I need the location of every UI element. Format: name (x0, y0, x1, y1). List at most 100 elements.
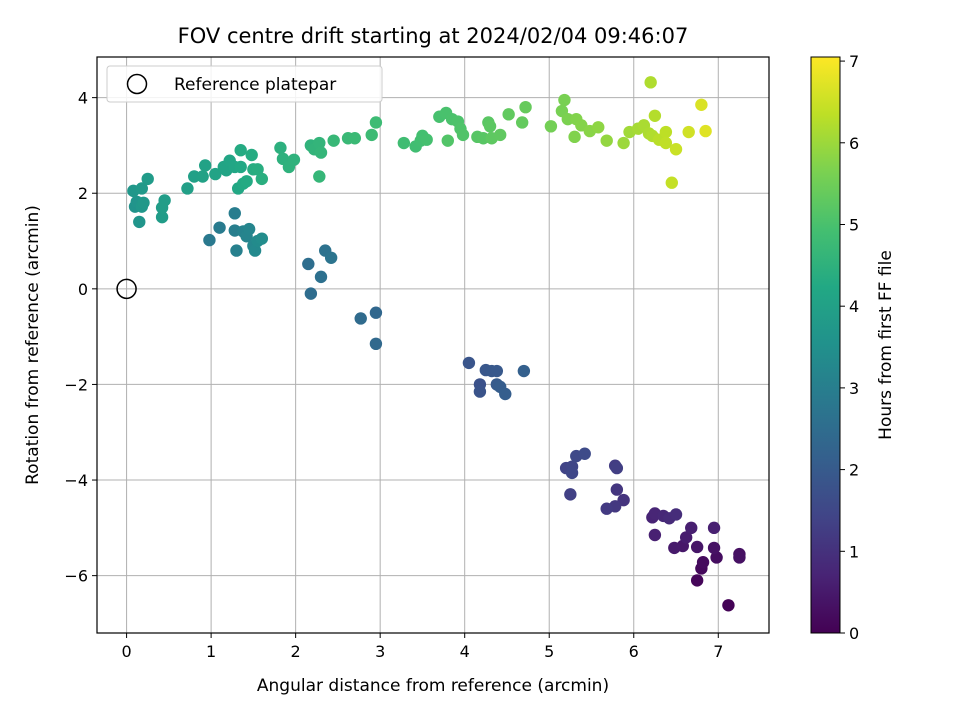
data-point (155, 210, 169, 224)
data-point (245, 148, 258, 162)
y-axis-label: Rotation from reference (arcmin) (23, 205, 43, 485)
data-point (441, 134, 454, 147)
colorbar-ticks: 0 1 2 3 4 5 6 7 (840, 52, 859, 643)
data-point (690, 540, 704, 554)
data-point (695, 98, 708, 112)
y-tick-label: −6 (64, 567, 88, 586)
data-point (610, 461, 624, 475)
y-tick-label: 0 (78, 280, 88, 299)
colorbar-tick-label: 1 (849, 542, 859, 561)
data-point (203, 233, 216, 247)
data-point (274, 141, 287, 155)
data-point (558, 93, 571, 107)
data-point (348, 132, 362, 145)
data-point (369, 306, 383, 319)
data-point (685, 521, 698, 535)
data-points (127, 76, 746, 612)
data-point (519, 100, 532, 114)
data-point (230, 244, 243, 257)
data-point (228, 207, 241, 220)
data-point (255, 172, 269, 186)
x-tick-label: 4 (460, 642, 470, 661)
y-tick-label: 4 (78, 89, 88, 108)
data-point (251, 163, 264, 176)
data-point (659, 125, 673, 139)
data-point (313, 170, 326, 183)
data-point (682, 125, 695, 139)
data-point (313, 136, 326, 150)
data-point (141, 172, 154, 186)
grid-lines (97, 57, 769, 633)
x-tick-label: 6 (629, 642, 639, 661)
chart-title: FOV centre drift starting at 2024/02/04 … (178, 24, 689, 48)
data-point (354, 312, 367, 325)
data-point (287, 153, 301, 166)
colorbar-tick-label: 2 (849, 461, 859, 480)
legend-label-reference: Reference platepar (174, 75, 336, 95)
data-point (240, 175, 253, 188)
data-point (515, 116, 529, 129)
data-point (369, 337, 383, 351)
data-point (255, 232, 269, 245)
x-axis-ticks: 0 1 2 3 4 5 6 7 (121, 633, 723, 661)
y-tick-label: −2 (64, 375, 88, 394)
data-point (209, 167, 222, 181)
y-axis-ticks: −6 −4 −2 0 2 4 (64, 89, 97, 586)
data-point (733, 551, 746, 564)
data-point (564, 488, 577, 501)
data-point (494, 128, 507, 142)
data-point (568, 130, 581, 144)
colorbar (810, 56, 841, 634)
data-point (690, 574, 704, 587)
y-tick-label: −4 (64, 471, 88, 490)
x-tick-label: 0 (121, 642, 131, 661)
data-point (600, 134, 613, 147)
data-point (679, 531, 693, 544)
data-point (722, 599, 735, 612)
data-point (499, 387, 512, 401)
data-point (181, 182, 194, 195)
data-point (242, 222, 256, 236)
data-point (648, 109, 662, 122)
data-point (517, 364, 531, 378)
data-point (369, 116, 383, 129)
data-point (196, 170, 209, 183)
colorbar-tick-label: 6 (849, 134, 859, 153)
data-point (420, 133, 433, 146)
data-point (699, 124, 712, 138)
data-point (473, 385, 487, 398)
data-point (617, 136, 630, 150)
data-point (659, 136, 673, 150)
data-point (302, 257, 315, 271)
data-point (696, 556, 710, 569)
data-point (456, 128, 470, 142)
data-point (707, 521, 721, 535)
data-point (710, 551, 723, 564)
x-tick-label: 1 (206, 642, 216, 661)
data-point (648, 528, 662, 542)
colorbar-tick-label: 7 (849, 52, 859, 71)
x-axis-label: Angular distance from reference (arcmin) (257, 676, 609, 696)
colorbar-tick-label: 3 (849, 379, 859, 398)
legend: Reference platepar (106, 65, 383, 103)
data-point (707, 541, 721, 555)
data-point (397, 136, 411, 150)
colorbar-tick-label: 5 (849, 215, 859, 234)
data-point (324, 251, 338, 264)
data-point (462, 356, 476, 370)
x-tick-label: 3 (375, 642, 385, 661)
data-point (135, 182, 148, 195)
data-point (490, 364, 504, 378)
data-point (578, 447, 591, 460)
reference-point (116, 278, 137, 300)
data-point (544, 120, 558, 133)
data-point (133, 215, 146, 229)
data-point (314, 146, 328, 159)
colorbar-tick-label: 0 (849, 624, 859, 643)
x-tick-label: 5 (544, 642, 554, 661)
data-point (669, 508, 683, 521)
plot-frame (96, 56, 770, 634)
data-point (314, 270, 328, 284)
legend-marker-reference (126, 73, 148, 95)
data-point (365, 128, 378, 142)
